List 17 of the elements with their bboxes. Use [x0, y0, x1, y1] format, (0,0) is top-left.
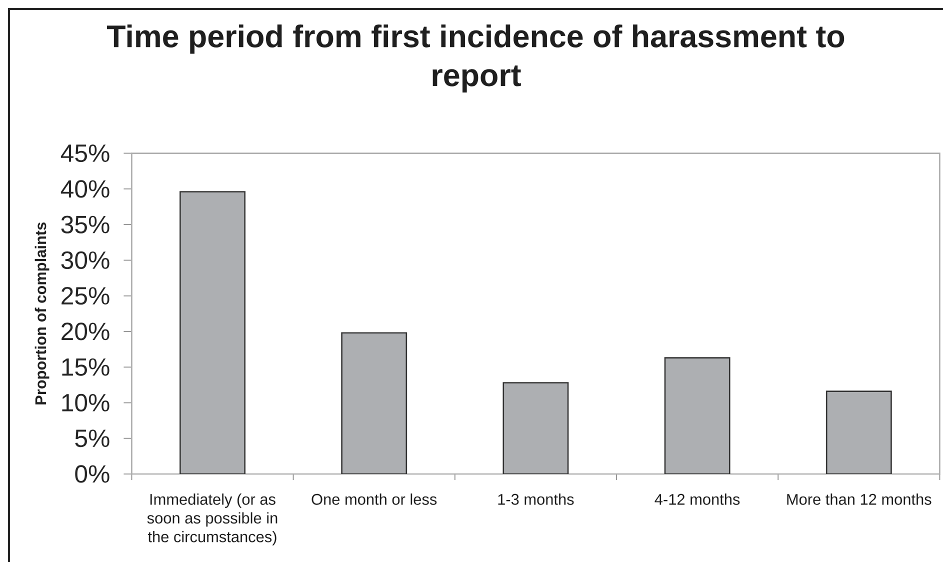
- y-tick-label: 10%: [62, 394, 110, 412]
- y-tick-label: 30%: [61, 251, 110, 270]
- y-tick-label: 20%: [62, 322, 110, 340]
- y-tick-label: 25%: [62, 287, 110, 305]
- y-tick-label: 45%: [60, 144, 110, 162]
- x-tick-label: 4-12 months: [654, 494, 740, 505]
- y-axis-title: Proportion of complaints: [34, 222, 50, 404]
- y-tick-label: 40%: [60, 180, 110, 198]
- x-tick-label: One month or less: [312, 494, 437, 505]
- x-tick-label: More than 12 months: [787, 494, 932, 505]
- y-tick-label: 35%: [61, 216, 110, 234]
- chart-title: Time period from first incidence of harassment to report: [106, 24, 844, 93]
- y-tick-label: 0%: [75, 465, 110, 483]
- x-tick-label: Immediately (or as soon as possible in the circumstances): [147, 494, 278, 546]
- y-tick-label: 5%: [75, 430, 110, 448]
- y-tick-label: 15%: [62, 358, 110, 376]
- x-tick-label: 1-3 months: [498, 494, 574, 505]
